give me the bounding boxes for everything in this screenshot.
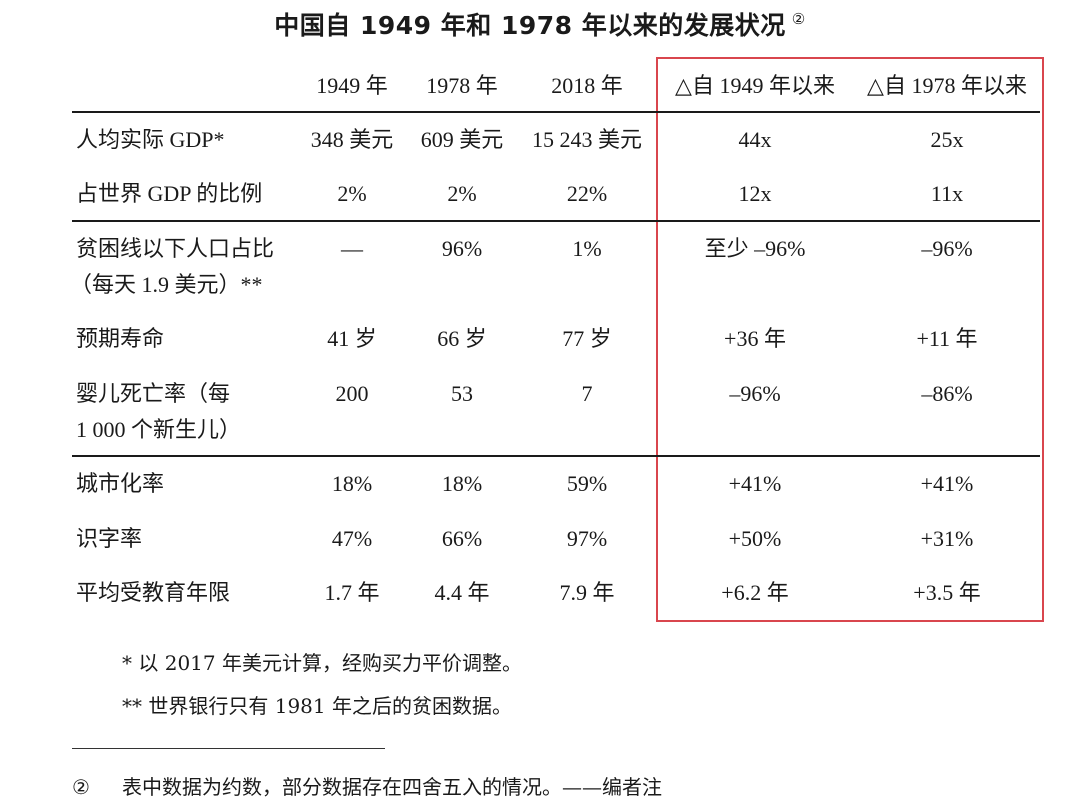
row-label: 预期寿命 bbox=[76, 326, 165, 351]
cell-2018: 77 岁 bbox=[562, 326, 612, 351]
section-rule-2 bbox=[72, 455, 1040, 457]
cell-delta-1949: +36 年 bbox=[724, 326, 786, 351]
cell-2018: 97% bbox=[566, 526, 608, 551]
cell-1949: 47% bbox=[331, 526, 373, 551]
row-label: 婴儿死亡率（每 bbox=[76, 381, 231, 406]
cell-1978: 18% bbox=[441, 471, 483, 496]
row-label: 人均实际 GDP* bbox=[76, 127, 225, 152]
row-label: 识字率 bbox=[76, 526, 143, 551]
cell-delta-1949: 12x bbox=[738, 181, 772, 206]
cell-1978: 66% bbox=[441, 526, 483, 551]
cell-1978: 2% bbox=[447, 181, 477, 206]
cell-delta-1949: +41% bbox=[728, 471, 782, 496]
cell-1949: 1.7 年 bbox=[324, 580, 380, 605]
footnote-marker: ② bbox=[72, 775, 90, 799]
row-label: 城市化率 bbox=[76, 471, 165, 496]
cell-1978: 96% bbox=[441, 236, 483, 261]
cell-delta-1978: +31% bbox=[920, 526, 974, 551]
cell-delta-1978: +11 年 bbox=[916, 326, 978, 351]
footnote-text: 表中数据为约数，部分数据存在四舍五入的情况。——编者注 bbox=[122, 775, 662, 799]
header-1978: 1978 年 bbox=[426, 73, 498, 98]
header-delta-1949: △自 1949 年以来 bbox=[675, 73, 835, 98]
header-1949: 1949 年 bbox=[316, 73, 388, 98]
row-label: 占世界 GDP 的比例 bbox=[76, 181, 263, 206]
cell-2018: 59% bbox=[566, 471, 608, 496]
cell-delta-1978: +3.5 年 bbox=[913, 580, 981, 605]
footnote-divider bbox=[72, 748, 385, 749]
cell-delta-1949: +50% bbox=[728, 526, 782, 551]
cell-1949: 18% bbox=[331, 471, 373, 496]
cell-2018: 1% bbox=[572, 236, 602, 261]
cell-1949: — bbox=[341, 236, 363, 261]
cell-delta-1978: 11x bbox=[930, 181, 964, 206]
row-label-line2: （每天 1.9 美元）** bbox=[70, 272, 263, 297]
cell-delta-1949: +6.2 年 bbox=[721, 580, 789, 605]
cell-delta-1949: 44x bbox=[738, 127, 772, 152]
cell-delta-1978: –86% bbox=[921, 381, 973, 406]
cell-delta-1949: 至少 –96% bbox=[704, 236, 806, 261]
highlight-box bbox=[656, 57, 1044, 622]
cell-2018: 7 bbox=[581, 381, 593, 406]
cell-delta-1978: –96% bbox=[921, 236, 973, 261]
cell-1978: 66 岁 bbox=[437, 326, 487, 351]
cell-delta-1949: –96% bbox=[729, 381, 781, 406]
cell-1949: 348 美元 bbox=[310, 127, 394, 152]
header-rule bbox=[72, 111, 1040, 113]
cell-1978: 53 bbox=[451, 381, 473, 406]
table-note-gdp: * 以 2017 年美元计算，经购买力平价调整。 bbox=[122, 651, 522, 675]
cell-2018: 15 243 美元 bbox=[531, 127, 643, 152]
section-rule-1 bbox=[72, 220, 1040, 222]
table-note-poverty: ** 世界银行只有 1981 年之后的贫困数据。 bbox=[122, 694, 512, 718]
row-label: 平均受教育年限 bbox=[76, 580, 231, 605]
title-footnote-marker: ② bbox=[791, 10, 806, 28]
cell-1978: 4.4 年 bbox=[434, 580, 490, 605]
title-text: 中国自 1949 年和 1978 年以来的发展状况 bbox=[274, 11, 786, 40]
header-2018: 2018 年 bbox=[551, 73, 623, 98]
cell-2018: 22% bbox=[566, 181, 608, 206]
cell-1978: 609 美元 bbox=[420, 127, 504, 152]
header-delta-1978: △自 1978 年以来 bbox=[867, 73, 1027, 98]
cell-1949: 2% bbox=[337, 181, 367, 206]
cell-delta-1978: +41% bbox=[920, 471, 974, 496]
footnote: ② 表中数据为约数，部分数据存在四舍五入的情况。——编者注 bbox=[72, 771, 662, 800]
cell-2018: 7.9 年 bbox=[559, 580, 615, 605]
page-title: 中国自 1949 年和 1978 年以来的发展状况 ② bbox=[0, 6, 1080, 42]
row-label-line2: 1 000 个新生儿） bbox=[76, 417, 242, 442]
cell-delta-1978: 25x bbox=[930, 127, 964, 152]
row-label: 贫困线以下人口占比 bbox=[76, 236, 275, 261]
cell-1949: 200 bbox=[335, 381, 369, 406]
cell-1949: 41 岁 bbox=[327, 326, 377, 351]
